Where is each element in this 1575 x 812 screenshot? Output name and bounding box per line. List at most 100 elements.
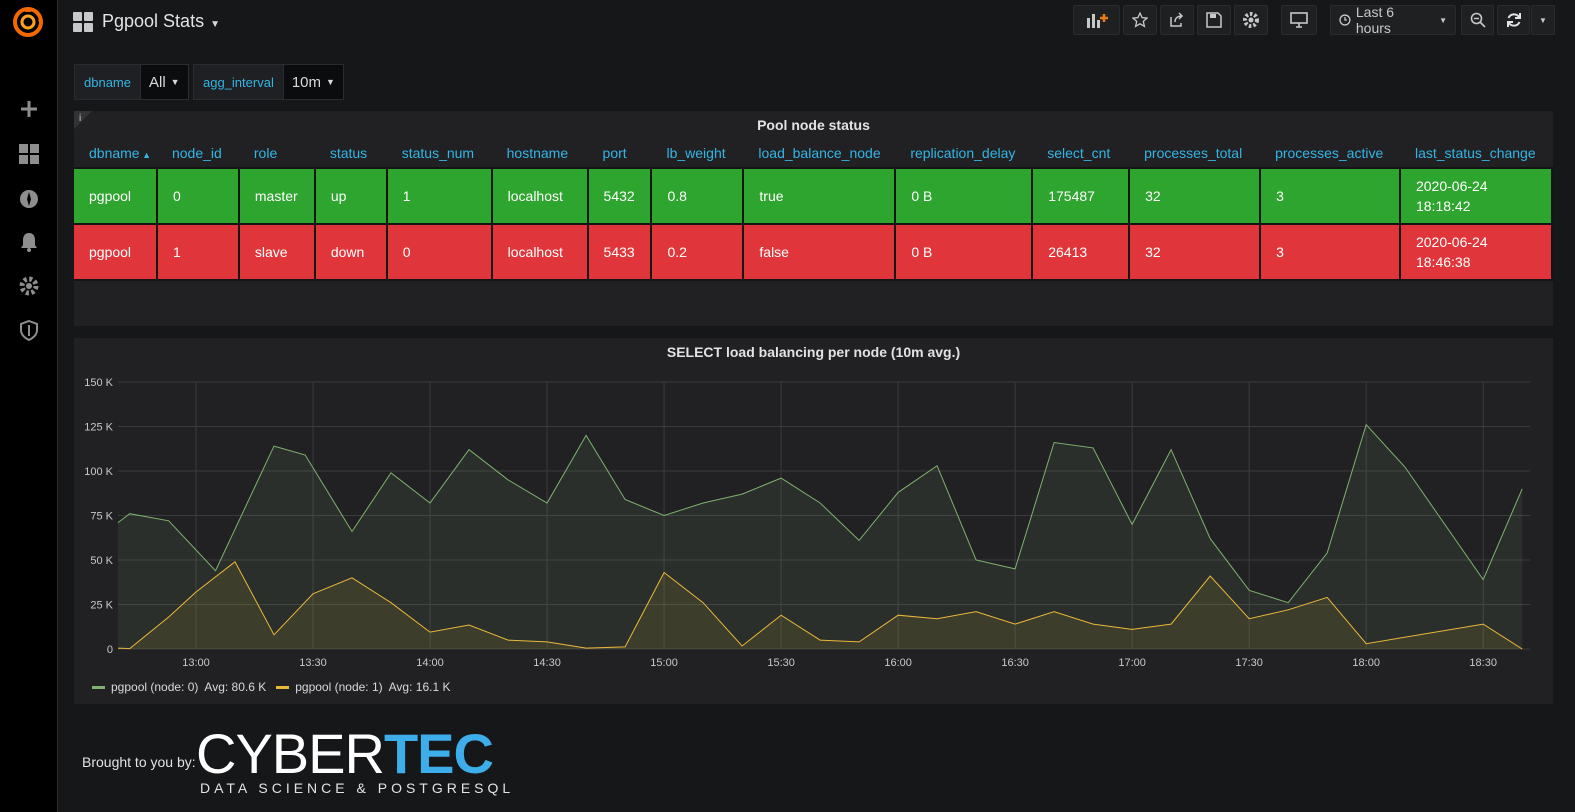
y-tick-label: 125 K <box>84 422 113 434</box>
zoom-out-button[interactable] <box>1461 5 1494 35</box>
configuration-gear-icon[interactable] <box>18 275 40 297</box>
chevron-down-icon: ▼ <box>170 77 180 87</box>
footer-label: Brought to you by: <box>82 754 196 770</box>
chart-title[interactable]: SELECT load balancing per node (10m avg.… <box>666 344 961 360</box>
x-tick-label: 14:00 <box>416 657 444 669</box>
column-header-hostname[interactable]: hostname <box>491 139 588 169</box>
table-cell-hostname: localhost <box>491 168 589 225</box>
tv-mode-button[interactable] <box>1281 5 1317 35</box>
table-cell-processes-total: 32 <box>1129 168 1262 225</box>
legend-avg: Avg: 80.6 K <box>204 680 267 694</box>
y-tick-label: 25 K <box>90 600 113 612</box>
y-tick-label: 0 <box>107 644 113 656</box>
column-header-role[interactable]: role <box>238 139 315 169</box>
alerting-bell-icon[interactable] <box>18 231 40 253</box>
column-header-status[interactable]: status <box>314 139 387 169</box>
clock-icon <box>1339 14 1351 26</box>
column-header-dbname[interactable]: dbname ▲ <box>74 139 157 169</box>
variable-agg-interval: agg_interval 10m ▼ <box>193 64 344 100</box>
x-tick-label: 17:00 <box>1118 657 1146 669</box>
table-cell-port: 5432 <box>587 168 653 225</box>
table-cell-node-id: 1 <box>156 224 240 281</box>
brand-part2: TEC <box>383 722 494 785</box>
column-header-port[interactable]: port <box>587 139 652 169</box>
share-icon <box>1170 12 1184 27</box>
variable-label: agg_interval <box>193 64 283 100</box>
table-cell-port: 5433 <box>587 224 653 281</box>
variable-dbname-select[interactable]: All ▼ <box>139 64 189 100</box>
chevron-down-icon: ▼ <box>1539 15 1547 25</box>
column-header-node-id[interactable]: node_id <box>156 139 239 169</box>
variable-agg-interval-select[interactable]: 10m ▼ <box>282 64 344 100</box>
legend-avg: Avg: 16.1 K <box>388 680 451 694</box>
refresh-button[interactable] <box>1497 5 1530 35</box>
legend-item-node-0[interactable]: pgpool (node: 0) Avg: 80.6 K <box>92 680 266 694</box>
x-tick-label: 14:30 <box>533 657 561 669</box>
variable-value: 10m <box>291 73 322 91</box>
y-tick-label: 150 K <box>84 377 113 389</box>
column-header-status-num[interactable]: status_num <box>386 139 492 169</box>
table-row: pgpool 1 slave down 0 localhost 5433 0.2 false 0 … <box>74 224 1554 281</box>
column-header-processes-total[interactable]: processes_total <box>1129 139 1261 169</box>
monitor-icon <box>1290 12 1308 28</box>
column-header-lb-weight[interactable]: lb_weight <box>651 139 744 169</box>
legend-series-name: pgpool (node: 1) <box>295 680 383 694</box>
table-cell-processes-active: 3 <box>1260 224 1401 281</box>
save-button[interactable] <box>1197 5 1231 35</box>
table-cell-dbname: pgpool <box>74 168 158 225</box>
time-range-picker[interactable]: Last 6 hours ▼ <box>1330 4 1456 36</box>
select-load-balancing-panel: SELECT load balancing per node (10m avg.… <box>74 338 1553 704</box>
table-cell-last-status-change: 2020-06-24 18:18:42 <box>1399 168 1554 225</box>
x-tick-label: 18:00 <box>1352 657 1380 669</box>
grafana-logo-icon[interactable] <box>12 6 44 41</box>
star-button[interactable] <box>1123 5 1157 35</box>
column-header-replication-delay[interactable]: replication_delay <box>895 139 1033 169</box>
refresh-interval-dropdown[interactable]: ▼ <box>1531 5 1555 35</box>
save-icon <box>1206 12 1222 28</box>
dashboards-icon[interactable] <box>18 143 40 165</box>
chevron-down-icon: ▼ <box>210 19 220 30</box>
table-cell-replication-delay: 0 B <box>895 168 1034 225</box>
table-cell-replication-delay: 0 B <box>895 224 1034 281</box>
y-tick-label: 50 K <box>90 555 113 567</box>
table-cell-status-num: 0 <box>386 224 493 281</box>
table-cell-dbname: pgpool <box>74 224 158 281</box>
variable-label: dbname <box>74 64 140 100</box>
chevron-down-icon: ▼ <box>1439 15 1447 25</box>
plus-icon[interactable] <box>18 98 40 120</box>
series-area-node-0 <box>118 424 1523 649</box>
table-cell-load-balance-node: true <box>743 168 897 225</box>
navbar: Pgpool Stats ▼ Last 6 hours ▼ ▼ <box>57 0 1575 44</box>
column-header-last-status-change[interactable]: last_status_change <box>1399 139 1552 169</box>
legend-swatch <box>276 685 290 689</box>
legend-item-node-1[interactable]: pgpool (node: 1) Avg: 16.1 K <box>276 680 450 694</box>
column-header-processes-active[interactable]: processes_active <box>1260 139 1400 169</box>
settings-button[interactable] <box>1234 5 1268 35</box>
load-balancing-chart[interactable]: 0 25 K 50 K 75 K 100 K 125 K 150 K 13:00 13:30 14… <box>74 368 1553 698</box>
table-header-row: dbname ▲ node_id role status status_num hostn… <box>74 139 1552 169</box>
series-line-node-1 <box>117 561 1523 650</box>
server-admin-shield-icon[interactable] <box>18 319 40 341</box>
dashboard-title[interactable]: Pgpool Stats ▼ <box>102 11 220 32</box>
x-tick-label: 18:30 <box>1469 657 1497 669</box>
x-tick-label: 16:00 <box>884 657 912 669</box>
brand-part1: CYBER <box>196 722 385 785</box>
explore-compass-icon[interactable] <box>18 188 40 210</box>
brand-tagline: DATA SCIENCE & POSTGRESQL <box>200 780 515 796</box>
zoom-out-icon <box>1470 12 1486 28</box>
table-cell-load-balance-node: false <box>743 224 897 281</box>
share-button[interactable] <box>1160 5 1194 35</box>
variable-value: All <box>148 73 166 91</box>
table-cell-hostname: localhost <box>491 224 589 281</box>
legend-series-name: pgpool (node: 0) <box>111 680 199 694</box>
panel-title[interactable]: Pool node status <box>757 117 870 133</box>
column-header-select-cnt[interactable]: select_cnt <box>1032 139 1130 169</box>
refresh-icon <box>1506 13 1521 27</box>
gear-icon <box>1243 12 1259 28</box>
column-header-load-balance-node[interactable]: load_balance_node <box>743 139 896 169</box>
table-cell-last-status-change: 2020-06-24 18:46:38 <box>1399 224 1554 281</box>
add-panel-button[interactable] <box>1073 5 1120 35</box>
variable-dbname: dbname All ▼ <box>74 64 189 100</box>
y-tick-label: 100 K <box>84 466 113 478</box>
